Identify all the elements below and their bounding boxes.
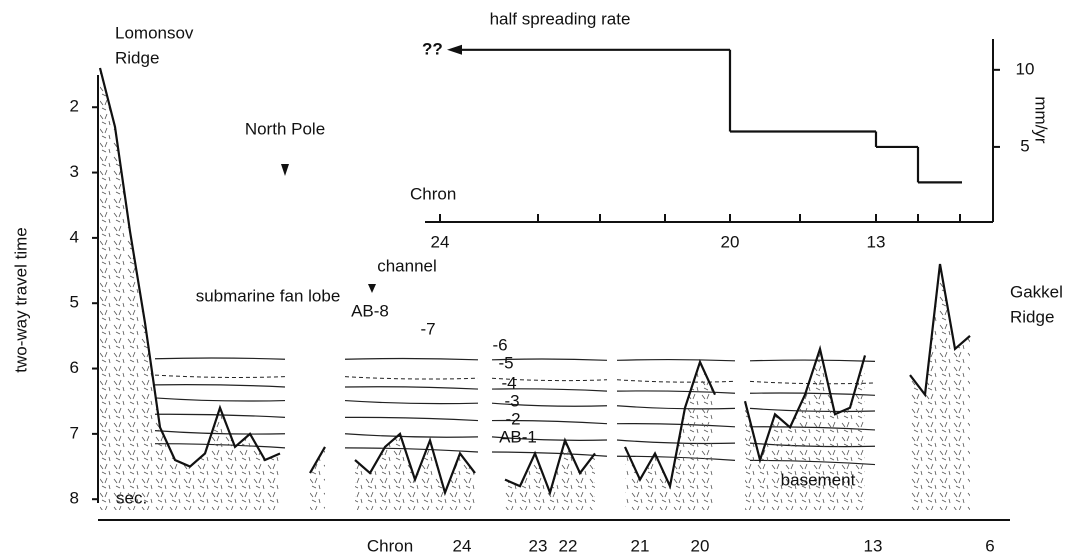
- annotation: AB-8: [351, 301, 389, 320]
- inset-title: half spreading rate: [490, 9, 631, 28]
- reflector: [154, 357, 286, 360]
- x-tick-label: 13: [867, 232, 886, 251]
- reflector: [344, 399, 479, 405]
- reflector: [491, 377, 608, 382]
- reflector: [154, 384, 286, 388]
- inset-x-label: Chron: [410, 184, 456, 203]
- y-tick-label: 4: [70, 227, 79, 246]
- y-tick-label: 5: [70, 293, 79, 312]
- basement-line: [909, 263, 971, 398]
- x-tick-label: 6: [985, 536, 994, 555]
- x-tick-label: 20: [721, 232, 740, 251]
- basement-line: [354, 431, 476, 497]
- reflector: [616, 439, 736, 445]
- reflector: [344, 447, 479, 453]
- reflector: [344, 357, 479, 361]
- annotation: submarine fan lobe: [196, 286, 341, 305]
- sediment-fill: [505, 440, 595, 510]
- annotation: basement: [781, 470, 856, 489]
- basement-line: [98, 67, 281, 468]
- annotation: -4: [501, 373, 516, 392]
- reflector: [344, 433, 479, 438]
- x-tick-label: 21: [631, 536, 650, 555]
- reflector: [344, 376, 479, 380]
- y-tick-label: 5: [1020, 136, 1029, 155]
- annotation: -2: [505, 409, 520, 428]
- annotation: North Pole: [245, 119, 325, 138]
- ridge-label: Ridge: [115, 48, 159, 67]
- x-tick-label: 23: [529, 536, 548, 555]
- annotation: ??: [422, 39, 443, 58]
- y-tick-label: 7: [70, 423, 79, 442]
- reflector: [491, 436, 608, 441]
- annotation: -7: [420, 319, 435, 338]
- basement-line: [309, 446, 326, 474]
- y-axis-label: two-way travel time: [11, 227, 30, 372]
- basement-line: [743, 344, 867, 464]
- north-pole-arrow: [281, 164, 289, 176]
- annotation: -3: [504, 391, 519, 410]
- arrow-head: [447, 44, 462, 55]
- y-tick-label: 10: [1016, 59, 1035, 78]
- ridge-label: Lomonsov: [115, 23, 194, 42]
- y-tick-label: 2: [70, 97, 79, 116]
- sediment-fill: [100, 68, 280, 510]
- channel-arrow: [368, 284, 376, 293]
- x-tick-label: 24: [453, 536, 472, 555]
- reflector: [491, 451, 608, 457]
- reflector: [344, 386, 479, 390]
- reflector: [491, 419, 608, 425]
- x-axis-label: Chron: [367, 536, 413, 555]
- reflector: [616, 379, 736, 383]
- annotation: -5: [498, 353, 513, 372]
- ridge-label: Gakkel: [1010, 282, 1063, 301]
- reflector: [616, 358, 736, 362]
- reflector: [491, 358, 608, 361]
- ridge-label: Ridge: [1010, 307, 1054, 326]
- reflector: [616, 423, 736, 428]
- reflector: [749, 359, 876, 362]
- reflector: [491, 402, 608, 407]
- reflector: [154, 397, 286, 402]
- sediment-fill: [625, 362, 715, 510]
- annotation: AB-1: [499, 427, 537, 446]
- reflector: [491, 388, 608, 392]
- y-tick-label: 3: [70, 162, 79, 181]
- sediment-fill: [310, 446, 325, 510]
- x-tick-label: 13: [864, 536, 883, 555]
- y-tick-label: 8: [70, 489, 79, 508]
- basement-line: [504, 437, 596, 497]
- reflector: [344, 416, 479, 422]
- sediment-fill: [355, 433, 475, 510]
- annotation: -6: [492, 335, 507, 354]
- reflector: [616, 405, 736, 410]
- basement-line: [624, 359, 716, 490]
- sediment-fill: [910, 264, 970, 510]
- y-tick-label: 6: [70, 358, 79, 377]
- reflector: [154, 374, 286, 378]
- inset-panel: 5 10 mm/yr half spreading rate Chron 24 20 13??: [410, 9, 1051, 251]
- x-tick-label: 24: [431, 232, 450, 251]
- sediment-fill: [745, 348, 865, 510]
- reflector: [616, 390, 736, 394]
- x-tick-label: 20: [691, 536, 710, 555]
- annotation: channel: [377, 256, 437, 275]
- x-tick-label: 22: [559, 536, 578, 555]
- y-axis-label: mm/yr: [1032, 96, 1051, 144]
